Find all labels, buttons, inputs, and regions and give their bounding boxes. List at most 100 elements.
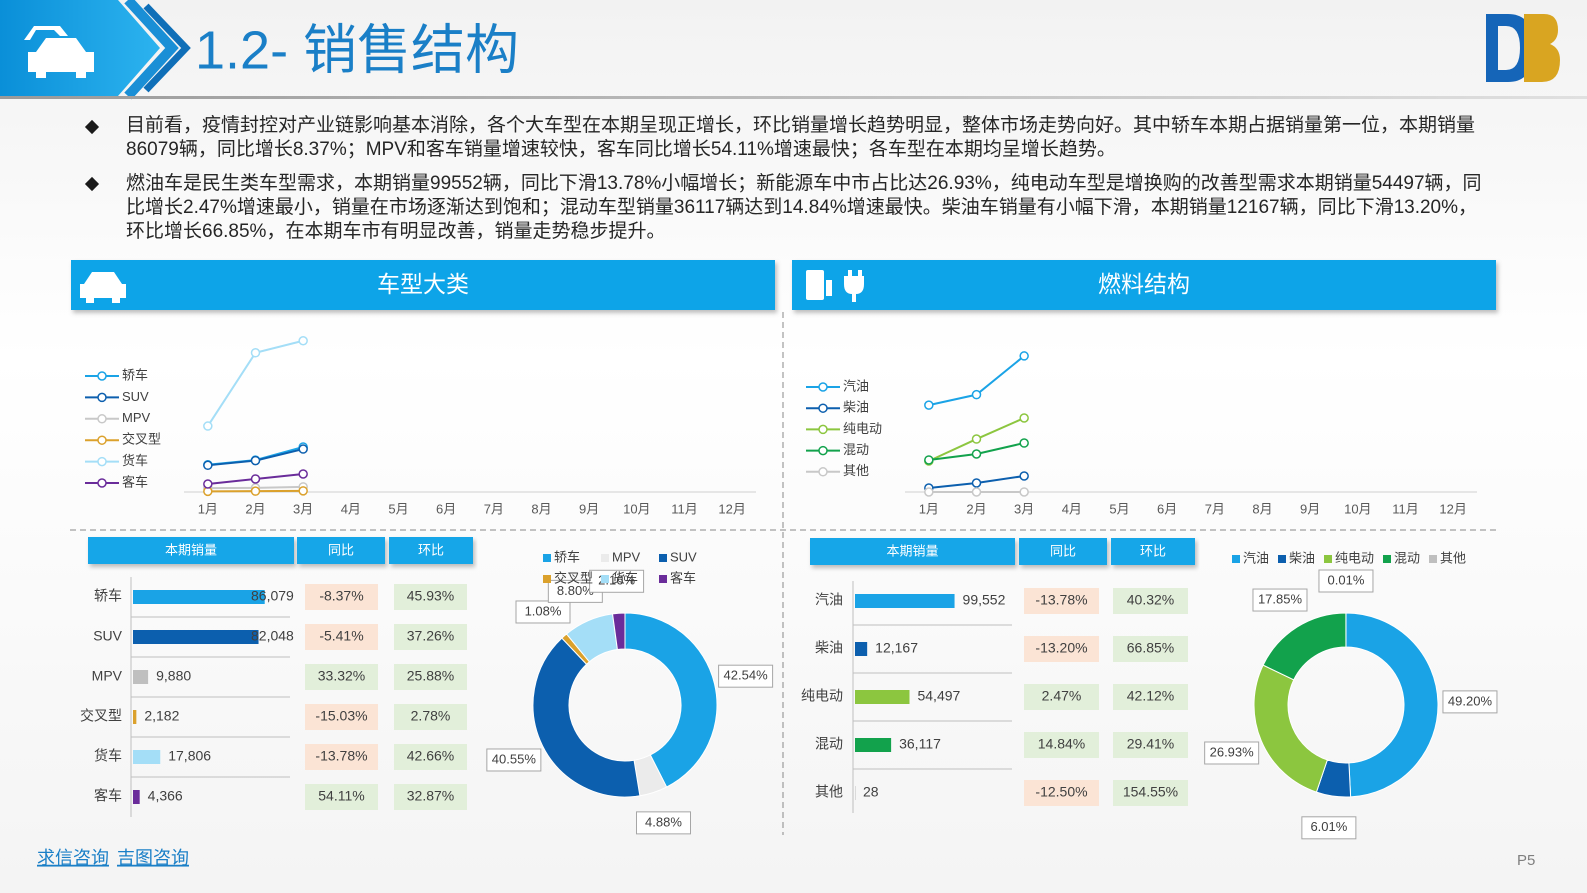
logo [1486,14,1560,82]
point [203,460,213,471]
legend-label: 柴油 [843,400,869,415]
x-tick-label: 11月 [1392,501,1419,516]
label-box [1442,690,1498,714]
table-cell [305,624,378,650]
category-label: 柴油 [815,640,843,656]
table-cell [1113,732,1188,758]
bar [133,790,140,804]
footer-link[interactable]: 求信咨询 [37,848,109,868]
x-tick-label: 12月 [1439,501,1466,516]
table-cell-label: 14.84% [1038,736,1085,752]
table-cell [394,664,467,690]
table-cell [394,704,467,730]
bar [855,594,955,608]
x-tick-label: 2月 [245,501,265,516]
table-cell-label: -13.78% [315,748,367,764]
table-cell-label: 2.47% [1042,688,1082,704]
table-cell-label: 40.32% [1127,592,1174,608]
legend-label: SUV [670,549,697,564]
bar [855,738,892,752]
point [971,478,982,488]
point [971,449,982,459]
legend-label: 货车 [122,453,148,468]
bullet-text: 目前看，疫情封控对产业链影响基本消除，各个大车型在本期呈现正增长，环比销量增长趋… [126,115,1476,160]
table-cell-label: 66.85% [1127,640,1174,656]
value-label: 36,117 [899,736,941,752]
value-label: 6.01% [1310,819,1347,834]
table-cell-label: 42.66% [407,748,454,764]
table-cell-label: -13.78% [1035,592,1087,608]
label-box [718,664,774,688]
legend-swatch [1324,555,1332,563]
value-label: 42.54% [724,668,769,683]
bar [133,590,265,604]
category-label: 汽油 [815,592,843,608]
point [298,469,308,479]
table-cell [1113,780,1188,806]
table-cell [1113,588,1188,614]
legend-swatch [97,371,107,381]
panel-headers [71,260,1496,310]
table-cell [394,584,467,610]
table-cell [305,744,378,770]
legend-label: 货车 [612,570,638,585]
value-label: 12,167 [875,640,918,656]
point [1019,438,1029,448]
legend-swatch [543,575,551,583]
category-label: MPV [92,668,123,684]
value-label: 0.01% [1328,572,1365,587]
value-label: 9,880 [156,668,191,684]
table-cell-label: 25.88% [407,668,454,684]
legend-swatch [97,456,107,467]
point [971,434,982,444]
x-tick-label: 9月 [579,501,599,516]
point [250,474,261,484]
legend-label: 轿车 [554,549,580,564]
table-cell-label: 54.11% [318,788,364,804]
category-label: SUV [93,628,122,644]
legend-label: 纯电动 [843,421,882,436]
x-tick-label: 1月 [198,501,218,516]
point [924,455,934,465]
value-label: 49.20% [1448,693,1493,708]
table-cell [1024,636,1099,662]
table-cell [305,664,378,690]
legend-label: MPV [122,410,151,425]
value-label: 8.80% [557,583,594,598]
x-tick-label: 7月 [484,501,504,516]
legend-swatch [1232,555,1240,563]
x-tick-label: 5月 [1109,501,1129,516]
value-label: 28 [863,784,879,800]
x-tick-label: 10月 [623,501,650,516]
footer-link[interactable]: 吉图咨询 [117,848,189,868]
x-tick-label: 4月 [341,501,361,516]
category-label: 混动 [815,736,843,752]
table-cell-label: -8.37% [319,588,363,604]
x-tick-label: 3月 [1014,501,1034,516]
value-label: 26.93% [1210,744,1255,759]
car-icon [80,272,126,303]
value-label: 40.55% [492,751,537,766]
pie-slice [1253,664,1328,793]
category-label: 货车 [94,748,122,764]
legend-swatch [659,575,667,583]
legend-label: 交叉型 [122,432,161,447]
table-cell-label: 154.55% [1123,784,1178,800]
bar [855,690,910,704]
value-label: 2,182 [144,708,179,724]
table-cell-label: -12.50% [1035,784,1087,800]
legend-label: 客车 [670,570,696,585]
label-box [1204,741,1260,765]
table-cell [1024,732,1099,758]
bar [133,670,149,684]
table-cell-label: 29.41% [1127,736,1174,752]
table-cell-label: 45.93% [407,588,454,604]
category-label: 轿车 [94,588,122,604]
table-cell [305,784,378,810]
legend-label: 其他 [1440,550,1466,565]
pie-slice [624,612,718,788]
page-title: 1.2- 销售结构 [195,20,519,80]
point [298,444,308,454]
x-tick-label: 4月 [1062,501,1082,516]
